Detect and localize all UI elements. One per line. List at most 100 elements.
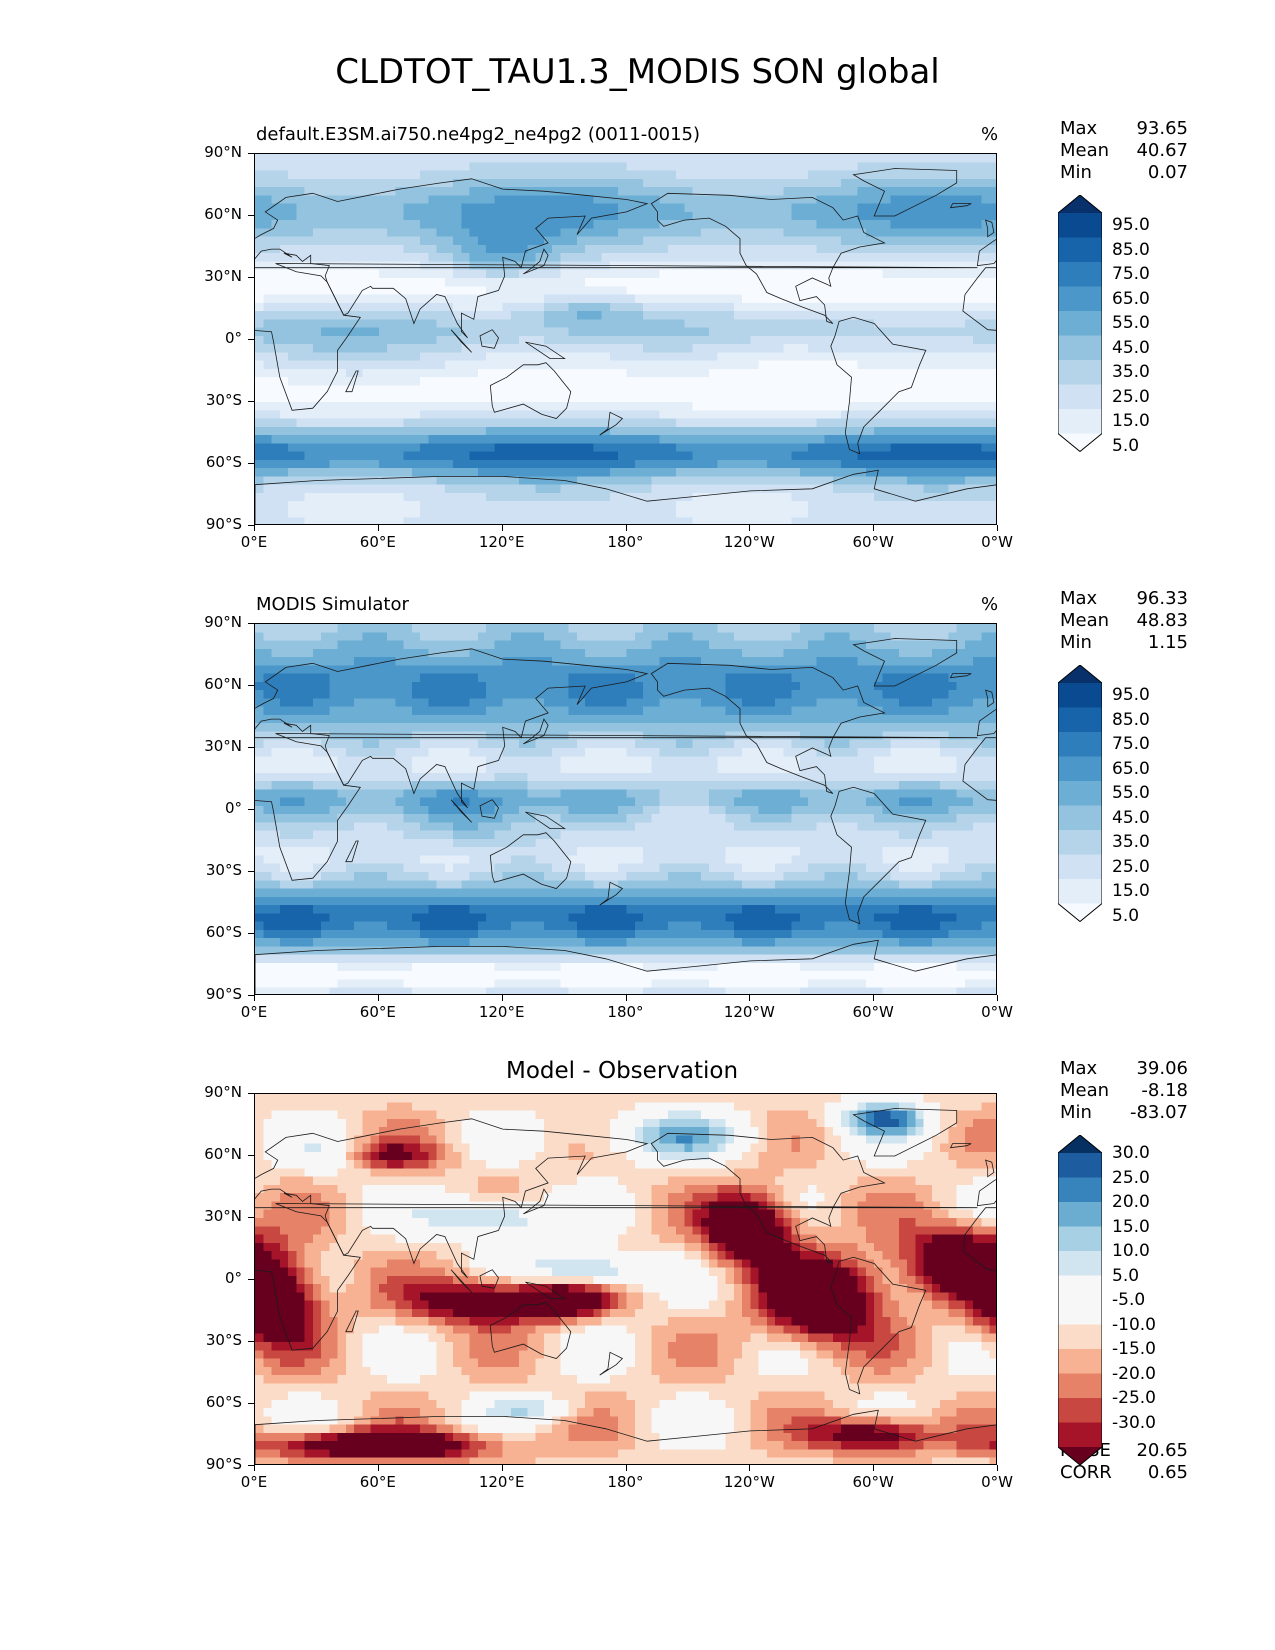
field-cell — [783, 311, 793, 320]
field-cell — [288, 319, 297, 329]
field-cell — [428, 360, 438, 370]
field-cell — [444, 211, 454, 221]
field-cell — [279, 509, 289, 519]
field-cell — [552, 657, 562, 666]
field-cell — [329, 509, 339, 519]
field-cell — [717, 517, 727, 524]
field-cell — [915, 640, 925, 650]
field-cell — [956, 451, 966, 461]
field-cell — [915, 468, 925, 477]
field-cell — [890, 203, 900, 213]
field-cell — [560, 393, 570, 403]
field-cell — [733, 648, 743, 658]
field-cell — [288, 385, 297, 395]
field-cell — [791, 410, 801, 420]
field-cell — [527, 418, 537, 428]
field-cell — [742, 302, 751, 312]
field-cell — [816, 311, 826, 320]
field-cell — [601, 244, 611, 254]
field-cell — [940, 418, 950, 428]
field-cell — [808, 228, 817, 238]
field-cell — [411, 681, 421, 691]
field-cell — [560, 195, 570, 205]
field-cell — [667, 492, 677, 502]
field-cell — [593, 335, 603, 345]
field-cell — [684, 673, 694, 683]
field-cell — [362, 451, 372, 461]
field-cell — [915, 311, 925, 320]
field-cell — [841, 352, 850, 362]
field-cell — [832, 509, 842, 519]
field-cell — [659, 187, 669, 196]
field-cell — [973, 302, 983, 312]
field-cell — [915, 335, 925, 345]
field-cell — [758, 517, 768, 524]
field-cell — [354, 319, 363, 329]
field-cell — [667, 451, 677, 461]
map-field-1 — [255, 154, 996, 524]
field-cell — [923, 187, 933, 196]
field-cell — [791, 211, 801, 221]
field-cell — [543, 435, 553, 444]
field-cell — [387, 278, 396, 287]
field-cell — [956, 335, 966, 345]
field-cell — [453, 393, 462, 403]
field-cell — [849, 690, 859, 699]
field-cell — [733, 360, 743, 370]
field-cell — [643, 228, 652, 238]
field-cell — [535, 640, 545, 650]
field-cell — [733, 459, 743, 469]
field-cell — [948, 393, 958, 403]
field-cell — [304, 319, 314, 329]
field-cell — [601, 352, 611, 362]
field-cell — [510, 187, 520, 196]
field-cell — [667, 294, 677, 304]
field-cell — [907, 335, 917, 345]
field-cell — [742, 665, 751, 675]
field-cell — [907, 368, 917, 378]
field-cell — [709, 244, 718, 254]
field-cell — [915, 476, 925, 486]
field-cell — [733, 344, 743, 353]
field-cell — [436, 640, 446, 650]
field-cell — [288, 377, 297, 387]
field-cell — [395, 393, 405, 403]
field-cell — [931, 698, 941, 708]
field-cell — [766, 154, 776, 163]
field-cell — [766, 162, 776, 172]
field-cell — [312, 451, 322, 461]
field-cell — [758, 385, 768, 395]
field-cell — [907, 253, 917, 263]
field-cell — [791, 418, 801, 428]
field-cell — [643, 244, 652, 254]
field-cell — [684, 187, 694, 196]
field-cell — [766, 236, 776, 246]
field-cell — [973, 468, 983, 477]
field-cell — [667, 195, 677, 205]
field-cell — [907, 344, 917, 353]
field-cell — [643, 319, 652, 329]
field-cell — [411, 335, 421, 345]
field-cell — [832, 368, 842, 378]
field-cell — [940, 294, 950, 304]
field-cell — [973, 665, 983, 675]
field-cell — [824, 673, 834, 683]
field-cell — [477, 648, 487, 658]
field-cell — [791, 698, 801, 708]
field-cell — [568, 426, 578, 436]
field-cell — [403, 220, 413, 229]
field-cell — [387, 410, 396, 420]
field-cell — [378, 244, 388, 254]
field-cell — [898, 632, 908, 642]
field-cell — [692, 435, 702, 444]
field-cell — [263, 368, 273, 378]
field-cell — [948, 261, 958, 271]
field-cell — [519, 657, 529, 666]
field-cell — [758, 435, 768, 444]
field-cell — [684, 220, 694, 229]
field-cell — [667, 319, 677, 329]
field-cell — [279, 468, 289, 477]
field-cell — [337, 203, 347, 213]
field-cell — [337, 352, 347, 362]
field-cell — [312, 624, 322, 633]
